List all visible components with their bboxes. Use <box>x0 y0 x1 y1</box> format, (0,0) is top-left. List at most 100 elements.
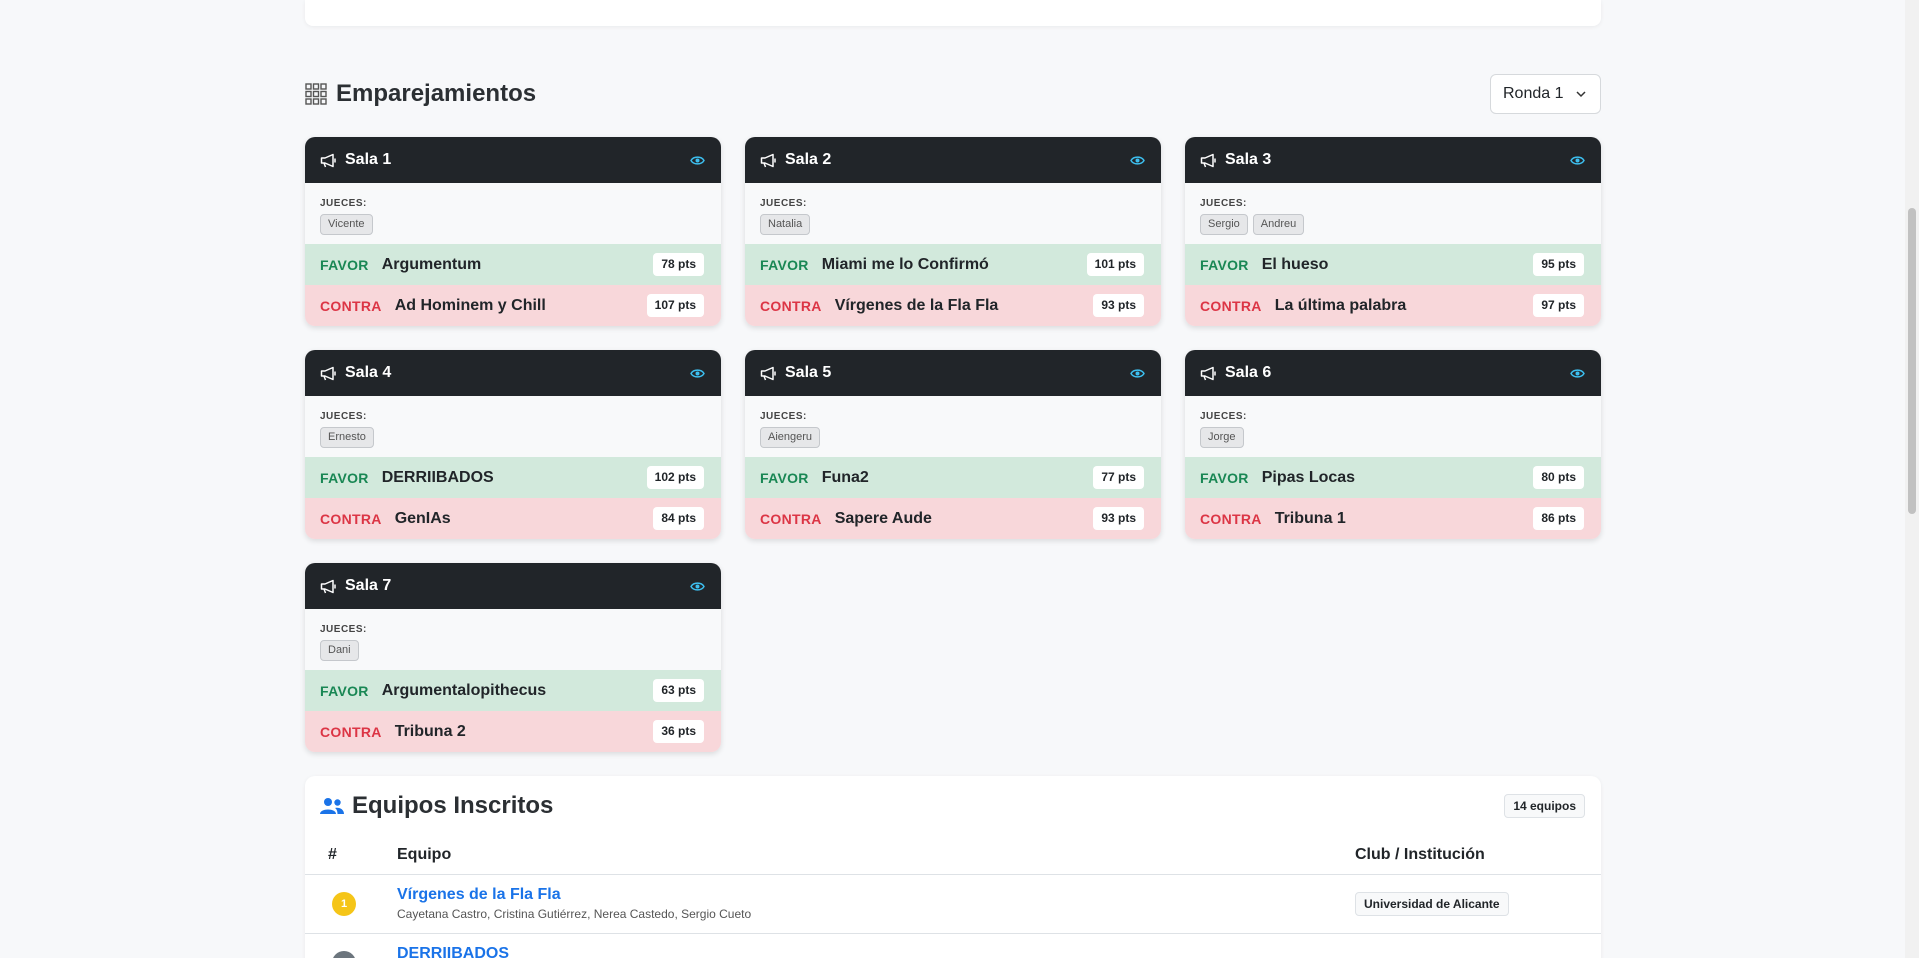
judges-label: JUECES: <box>320 624 367 635</box>
eye-icon[interactable] <box>1570 368 1585 379</box>
rank-badge <box>332 950 356 958</box>
judges-label: JUECES: <box>760 198 807 209</box>
contra-tag: CONTRA <box>320 510 382 527</box>
room-header-left: Sala 2 <box>760 151 831 169</box>
judges-section: JUECES: Dani <box>305 609 721 670</box>
contra-row: CONTRA GenIAs 84 pts <box>305 498 721 539</box>
judge-list: Natalia <box>760 214 1146 235</box>
room-name: Sala 6 <box>1225 364 1272 381</box>
favor-tag: FAVOR <box>760 256 809 273</box>
megaphone-icon <box>760 153 776 167</box>
contra-tag: CONTRA <box>320 723 382 740</box>
room-header: Sala 6 <box>1185 350 1601 396</box>
judges-section: JUECES: Aiengeru <box>745 396 1161 457</box>
favor-row: FAVOR El hueso 95 pts <box>1185 244 1601 285</box>
previous-card-bottom <box>305 0 1601 26</box>
room-header: Sala 3 <box>1185 137 1601 183</box>
contra-team-name: Tribuna 1 <box>1274 509 1346 527</box>
favor-left: FAVOR Argumentalopithecus <box>320 682 546 700</box>
room-name: Sala 5 <box>785 364 832 381</box>
room-name: Sala 2 <box>785 151 832 168</box>
room-card: Sala 1 JUECES: Vicente FAVOR Argumentum … <box>305 137 721 326</box>
judges-label: JUECES: <box>1200 411 1247 422</box>
room-card: Sala 5 JUECES: Aiengeru FAVOR Funa2 77 p… <box>745 350 1161 539</box>
contra-tag: CONTRA <box>1200 510 1262 527</box>
judge-badge: Jorge <box>1200 427 1244 448</box>
contra-left: CONTRA GenIAs <box>320 510 451 528</box>
favor-points: 101 pts <box>1086 253 1144 276</box>
favor-left: FAVOR Funa2 <box>760 469 869 487</box>
favor-tag: FAVOR <box>760 469 809 486</box>
contra-tag: CONTRA <box>760 297 822 314</box>
rank-cell <box>305 933 397 958</box>
room-name: Sala 4 <box>345 364 392 381</box>
club-cell <box>1355 933 1601 958</box>
contra-row: CONTRA Tribuna 1 86 pts <box>1185 498 1601 539</box>
room-name: Sala 1 <box>345 151 392 168</box>
eye-icon[interactable] <box>1570 155 1585 166</box>
team-link[interactable]: DERRIIBADOS <box>397 944 510 958</box>
round-select[interactable]: Ronda 1 <box>1490 74 1601 114</box>
judge-badge: Aiengeru <box>760 427 821 448</box>
favor-team-name: Pipas Locas <box>1261 468 1356 486</box>
room-header-left: Sala 5 <box>760 364 831 382</box>
favor-tag: FAVOR <box>320 256 369 273</box>
room-card: Sala 7 JUECES: Dani FAVOR Argumentalopit… <box>305 563 721 752</box>
contra-row: CONTRA Vírgenes de la Fla Fla 93 pts <box>745 285 1161 326</box>
favor-row: FAVOR Funa2 77 pts <box>745 457 1161 498</box>
judges-section: JUECES: Vicente <box>305 183 721 244</box>
room-card: Sala 4 JUECES: Ernesto FAVOR DERRIIBADOS… <box>305 350 721 539</box>
megaphone-icon <box>1200 366 1216 380</box>
judge-badge: Natalia <box>760 214 811 235</box>
club-badge: Universidad de Alicante <box>1355 891 1509 916</box>
favor-left: FAVOR Argumentum <box>320 256 481 274</box>
team-link[interactable]: Vírgenes de la Fla Fla <box>397 886 561 903</box>
judges-label: JUECES: <box>1200 198 1247 209</box>
grid-icon <box>305 83 327 105</box>
megaphone-icon <box>760 366 776 380</box>
contra-tag: CONTRA <box>320 297 382 314</box>
favor-tag: FAVOR <box>320 469 369 486</box>
team-members: Cayetana Castro, Cristina Gutiérrez, Ner… <box>397 907 752 921</box>
eye-icon[interactable] <box>690 581 705 592</box>
favor-row: FAVOR Argumentum 78 pts <box>305 244 721 285</box>
contra-left: CONTRA La última palabra <box>1200 297 1406 315</box>
megaphone-icon <box>1200 153 1216 167</box>
room-card: Sala 3 JUECES: Sergio Andreu FAVOR El hue… <box>1185 137 1601 326</box>
favor-team-name: Argumentalopithecus <box>381 681 547 699</box>
scrollbar-thumb[interactable] <box>1908 208 1916 514</box>
room-header: Sala 5 <box>745 350 1161 396</box>
eye-icon[interactable] <box>1130 368 1145 379</box>
favor-points: 80 pts <box>1533 466 1584 489</box>
room-name: Sala 7 <box>345 577 392 594</box>
eye-icon[interactable] <box>690 368 705 379</box>
contra-left: CONTRA Tribuna 1 <box>1200 510 1346 528</box>
judge-list: Jorge <box>1200 427 1586 448</box>
contra-points: 84 pts <box>653 507 704 530</box>
eye-icon[interactable] <box>1130 155 1145 166</box>
contra-points: 93 pts <box>1093 507 1144 530</box>
round-select-value: Ronda 1 <box>1503 85 1564 102</box>
megaphone-icon <box>320 579 336 593</box>
contra-team-name: La última palabra <box>1274 296 1407 314</box>
pairings-header: Emparejamientos Ronda 1 <box>305 74 1601 114</box>
room-header: Sala 7 <box>305 563 721 609</box>
page-scrollbar[interactable] <box>1905 0 1919 958</box>
room-header-left: Sala 3 <box>1200 151 1271 169</box>
judges-section: JUECES: Natalia <box>745 183 1161 244</box>
eye-icon[interactable] <box>690 155 705 166</box>
judge-list: Ernesto <box>320 427 706 448</box>
judges-section: JUECES: Sergio Andreu <box>1185 183 1601 244</box>
favor-team-name: Argumentum <box>381 255 482 273</box>
judge-list: Dani <box>320 640 706 661</box>
room-header: Sala 4 <box>305 350 721 396</box>
contra-team-name: Ad Hominem y Chill <box>394 296 546 314</box>
judge-badge: Dani <box>320 640 359 661</box>
contra-team-name: Vírgenes de la Fla Fla <box>834 296 999 314</box>
teams-header: Equipos Inscritos 14 equipos <box>305 776 1601 836</box>
megaphone-icon <box>320 366 336 380</box>
contra-tag: CONTRA <box>760 510 822 527</box>
judge-badge: Andreu <box>1252 214 1305 235</box>
judge-list: Vicente <box>320 214 706 235</box>
room-header-left: Sala 7 <box>320 577 391 595</box>
